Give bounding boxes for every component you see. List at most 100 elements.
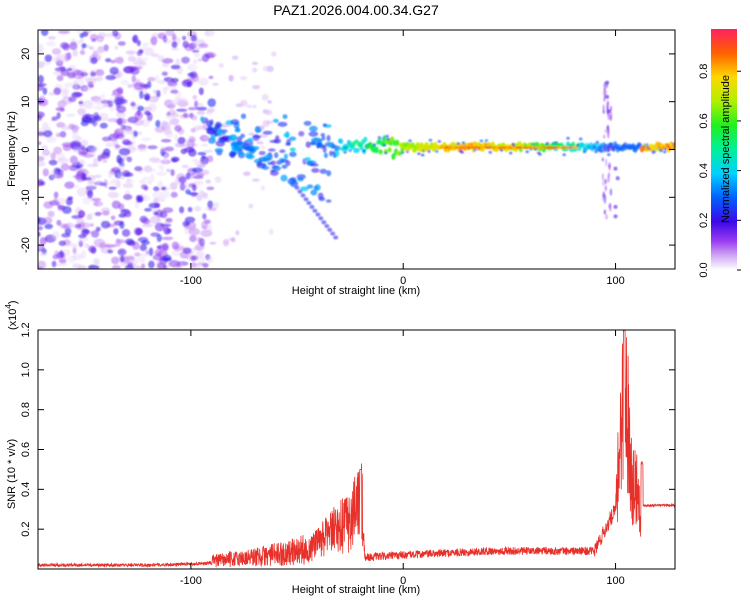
spectrogram-cell [150, 173, 155, 183]
spectrogram-cell [82, 196, 92, 205]
spectrogram-cell [189, 262, 198, 268]
spectrogram-cell [64, 227, 72, 235]
spectrogram-cell [216, 130, 222, 136]
spectrogram-cell [219, 137, 230, 142]
spectrogram-cell [123, 194, 133, 200]
spectrogram-cell [134, 78, 141, 83]
spectrogram-cell [85, 77, 97, 84]
spectrogram-cell [200, 116, 205, 122]
spectrogram-cell [207, 98, 216, 108]
spectrogram-cell [115, 238, 121, 247]
spectrogram-cell [609, 114, 612, 121]
spectrogram-cell [461, 141, 466, 145]
spectrogram-cell [133, 227, 143, 236]
spectrogram-cell [136, 39, 141, 47]
spectrogram-cell [182, 35, 187, 41]
spectrogram-cell [53, 191, 59, 199]
spectrogram-cell [185, 172, 191, 180]
spectrogram-cell [116, 133, 125, 140]
spectrogram-cell [208, 75, 214, 80]
spectrogram-cell [182, 220, 190, 227]
spectrogram-cell [408, 139, 412, 143]
spectrogram-cell [151, 158, 163, 164]
spectrogram-cell [206, 256, 213, 264]
spectrogram-cell [608, 203, 611, 209]
spectrogram-cell [166, 168, 171, 173]
spectrogram-cell [117, 41, 126, 46]
spectrogram-cell [117, 248, 127, 256]
spectrogram-cell [64, 222, 75, 229]
spectrogram-cell [162, 254, 172, 262]
spectrogram-cell [69, 140, 82, 150]
snr-x-tick-label: 0 [400, 575, 406, 587]
spectrogram-cell [177, 136, 186, 145]
spectrogram-cell [269, 139, 280, 143]
spectrogram-cell [114, 144, 121, 149]
spectrogram-cell [395, 139, 400, 146]
spectrogram-cell [202, 192, 209, 199]
spectrogram-cell [87, 190, 93, 199]
spectrogram-cell [242, 143, 250, 151]
spectrogram-cell [160, 138, 172, 143]
spectrogram-cell [171, 78, 179, 83]
spectrogram-cell [603, 81, 606, 90]
spectrogram-cell [206, 128, 217, 134]
spectrogram-cell [173, 97, 183, 105]
spectrogram-cell [73, 92, 83, 97]
spectrogram-cell [372, 143, 377, 147]
spectrogram-cell [42, 121, 49, 131]
spectrogram-cell [138, 60, 147, 67]
spectrogram-cell [243, 171, 251, 176]
spectrogram-cell [602, 104, 605, 113]
spectrogram-cell [104, 244, 117, 248]
spectrogram-cell [309, 204, 315, 209]
spectrogram-cell [174, 125, 182, 132]
spectrogram-cell [148, 260, 155, 269]
spectrogram-cell [222, 238, 230, 246]
spectrogram-cell [258, 156, 269, 162]
spectrogram-cell [80, 71, 89, 77]
spectrogram-cell [192, 59, 198, 64]
spectrogram-cell [72, 146, 83, 154]
spectrogram-cell [143, 83, 149, 90]
spectrogram-cell [83, 87, 91, 93]
spectrogram-cell [94, 211, 102, 217]
spectrogram-cell [215, 140, 226, 147]
spectrogram-cell [339, 138, 344, 145]
spectrogram-cell [135, 257, 146, 264]
spectrogram-cell [318, 196, 326, 202]
spectrogram-cell [319, 168, 328, 174]
spectrogram-cell [374, 146, 379, 154]
spectrogram-y-tick-label: 0 [20, 146, 32, 152]
spectrogram-cell [607, 145, 610, 153]
spectrogram-cell [197, 151, 207, 156]
spectrogram-cell [318, 216, 324, 221]
spectrogram-cell [578, 137, 583, 141]
spectrogram-cell [285, 160, 291, 167]
spectrogram-cell [161, 236, 174, 241]
spectrogram-cell [169, 118, 180, 126]
spectrogram-cell [182, 40, 189, 49]
spectrogram-cell [155, 119, 161, 128]
spectrogram-cell [121, 228, 131, 237]
spectrogram-cell [102, 159, 108, 164]
spectrogram-cell [166, 228, 172, 234]
spectrogram-cell [148, 168, 156, 173]
spectrogram-cell [174, 133, 179, 142]
spectrogram-cell [56, 75, 64, 82]
spectrogram-cell [259, 133, 268, 138]
spectrogram-cell [55, 107, 65, 112]
spectrogram-cell [605, 214, 608, 220]
spectrogram-cell [169, 182, 178, 191]
spectrogram-cell [311, 167, 320, 173]
spectrogram-cell [143, 93, 151, 101]
spectrogram-cell [42, 87, 48, 95]
spectrogram-cell [163, 154, 168, 163]
spectrogram-y-tick-label: -10 [20, 189, 32, 205]
spectrogram-cell [93, 145, 99, 152]
spectrogram-cell [355, 147, 360, 154]
spectrogram-cell [107, 249, 114, 254]
spectrogram-cell [144, 207, 152, 212]
spectrogram-cell [272, 118, 279, 123]
snr-multiplier: (x104) [4, 300, 19, 330]
